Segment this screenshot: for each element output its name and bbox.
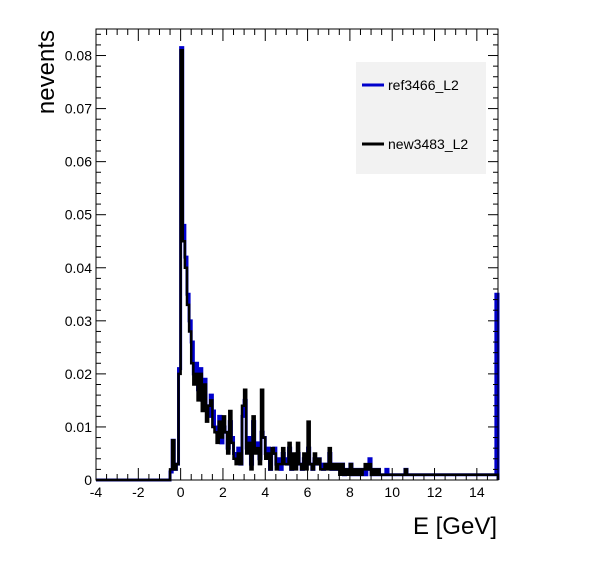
y-axis-ticks: 0 0.01 0.02 0.03 0.04 0.05 0.06 0.07 0.08	[65, 33, 498, 488]
y-tick-label: 0.08	[65, 48, 92, 64]
x-tick-label: 14	[469, 484, 485, 500]
y-tick-label: 0	[84, 472, 92, 488]
y-tick-label: 0.03	[65, 313, 92, 329]
x-tick-label: 0	[177, 484, 185, 500]
x-tick-label: -4	[90, 484, 103, 500]
x-tick-label: -2	[132, 484, 145, 500]
y-tick-label: 0.04	[65, 260, 92, 276]
series-new3483_L2	[96, 48, 500, 482]
legend-box	[356, 62, 486, 174]
x-tick-label: 8	[346, 484, 354, 500]
legend-label-ref3466: ref3466_L2	[388, 77, 459, 93]
y-tick-label: 0.05	[65, 207, 92, 223]
legend-label-new3483: new3483_L2	[388, 136, 468, 152]
x-tick-label: 10	[384, 484, 400, 500]
x-tick-label: 4	[261, 484, 269, 500]
y-axis-title: nevents	[33, 30, 60, 114]
x-tick-label: 2	[219, 484, 227, 500]
y-tick-label: 0.02	[65, 366, 92, 382]
x-tick-label: 12	[427, 484, 443, 500]
x-tick-label: 6	[304, 484, 312, 500]
y-tick-label: 0.01	[65, 419, 92, 435]
y-tick-label: 0.06	[65, 154, 92, 170]
x-axis-ticks: -4 -2 0 2 4 6 8 10 12 14	[90, 29, 499, 500]
legend: ref3466_L2 new3483_L2	[356, 62, 486, 174]
y-tick-label: 0.07	[65, 101, 92, 117]
histogram-line-new3483_L2	[96, 48, 500, 482]
x-axis-title: E [GeV]	[413, 513, 497, 540]
